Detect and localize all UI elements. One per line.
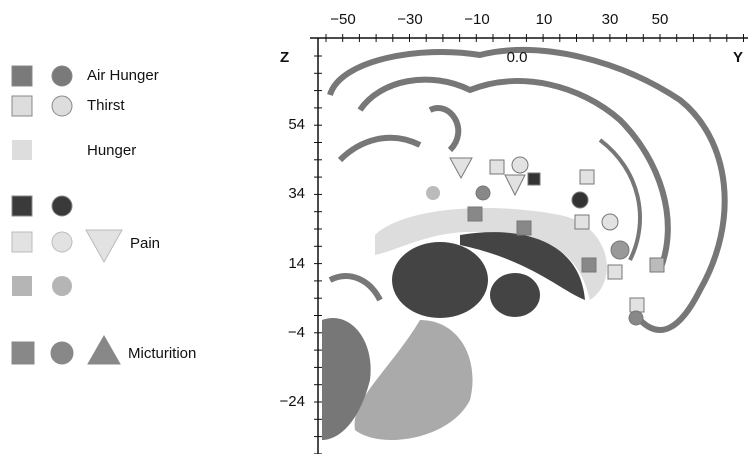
top-tick-label: 50: [652, 11, 669, 28]
brain-section: [327, 47, 728, 333]
top-tick-label: 30: [602, 11, 619, 28]
top-tick-label: 10: [536, 11, 553, 28]
left-tick-label: −4: [288, 324, 305, 341]
thalamus: [392, 242, 488, 318]
left-tick-label: −24: [280, 393, 305, 410]
top-tick-label: −50: [330, 11, 355, 28]
legend-label: Micturition: [128, 345, 196, 362]
left-tick-label: 54: [288, 116, 305, 133]
fornix: [460, 232, 585, 300]
markers: [426, 156, 665, 326]
nucleus: [490, 273, 540, 317]
tick-marks: [314, 34, 744, 455]
left-tick-label: 34: [288, 185, 305, 202]
axis-label: Z: [280, 49, 289, 66]
legend-symbols: [11, 65, 123, 365]
brainstem: [354, 320, 473, 440]
cerebellum: [322, 318, 371, 440]
origin-label: 0.0: [507, 49, 528, 66]
legend-label: Air Hunger: [87, 67, 159, 84]
corpus-callosum: [375, 207, 607, 300]
top-tick-label: −30: [397, 11, 422, 28]
top-tick-label: −10: [464, 11, 489, 28]
legend-label: Hunger: [87, 142, 136, 159]
left-tick-label: 14: [288, 255, 305, 272]
axis-label: Y: [733, 49, 743, 66]
legend-label: Pain: [130, 235, 160, 252]
legend-label: Thirst: [87, 97, 125, 114]
